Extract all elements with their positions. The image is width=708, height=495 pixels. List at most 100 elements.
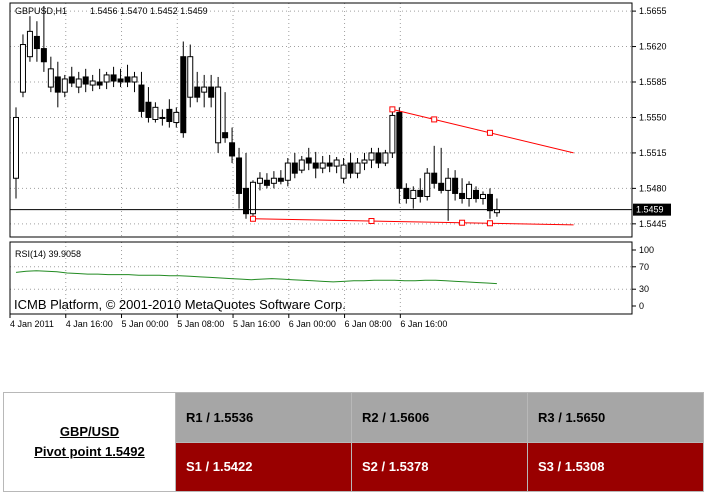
candle-body bbox=[61, 78, 68, 93]
candle-body bbox=[96, 81, 103, 86]
trendline-marker bbox=[249, 215, 256, 222]
candle-body bbox=[152, 106, 159, 120]
time-tick-label: 5 Jan 08:00 bbox=[177, 319, 224, 329]
price-axis: 1.5655 1.5620 1.5585 1.5550 1.5515 1.5480 1.54… bbox=[632, 6, 667, 229]
trendline-support bbox=[252, 218, 574, 226]
s1-cell: S1 / 1.5422 bbox=[175, 441, 352, 492]
candle-body bbox=[277, 177, 284, 182]
candlestick-chart: GBPUSD,H1 1.5456 1.5470 1.5452 1.5459 RS… bbox=[9, 2, 671, 329]
candle-body bbox=[19, 44, 26, 93]
candle-body bbox=[201, 86, 208, 93]
chart-title: GBPUSD,H1 bbox=[15, 6, 67, 16]
candle-body bbox=[445, 177, 452, 191]
candle-body bbox=[319, 162, 326, 169]
candle-body bbox=[479, 193, 486, 200]
price-panel-border bbox=[9, 2, 633, 238]
candle-body bbox=[284, 162, 291, 181]
support-row: S1 / 1.5422 S2 / 1.5378 S3 / 1.5308 bbox=[4, 441, 704, 492]
candle-body bbox=[382, 152, 389, 164]
price-tick-label: 1.5655 bbox=[639, 6, 667, 16]
candle-body bbox=[361, 159, 368, 164]
candle-body bbox=[263, 179, 270, 186]
candle-body bbox=[396, 111, 403, 189]
candle-body bbox=[194, 86, 201, 98]
trendline-resistance bbox=[392, 108, 574, 154]
candle-body bbox=[131, 76, 138, 83]
price-tick-label: 1.5585 bbox=[639, 77, 667, 87]
candle-body bbox=[305, 157, 312, 164]
time-axis: 4 Jan 2011 4 Jan 16:00 5 Jan 00:00 5 Jan 08… bbox=[9, 314, 447, 329]
candle-body bbox=[13, 116, 19, 179]
candle-body bbox=[166, 108, 173, 123]
rsi-tick-label: 0 bbox=[639, 301, 644, 311]
current-price-tag-bg bbox=[633, 203, 671, 216]
candle-body bbox=[173, 111, 180, 124]
candle-body bbox=[389, 114, 396, 154]
watermark: ICMB Platform, © 2001-2010 MetaQuotes So… bbox=[14, 297, 346, 312]
candle-body bbox=[68, 76, 75, 84]
trendline-marker bbox=[389, 106, 396, 113]
trendline-marker bbox=[368, 218, 375, 225]
candle-body bbox=[145, 101, 152, 118]
candle-body bbox=[47, 68, 54, 88]
time-tick-label: 5 Jan 00:00 bbox=[122, 319, 169, 329]
candle-body bbox=[312, 162, 319, 169]
candle-body bbox=[354, 162, 361, 174]
candle-body bbox=[75, 78, 82, 88]
price-tick-label: 1.5445 bbox=[639, 219, 667, 229]
candle-body bbox=[26, 30, 33, 58]
candle-body bbox=[103, 74, 110, 83]
rsi-label: RSI(14) 39.9058 bbox=[15, 249, 81, 259]
candle-body bbox=[368, 152, 375, 161]
r1-cell: R1 / 1.5536 bbox=[175, 392, 352, 443]
time-tick-label: 6 Jan 16:00 bbox=[400, 319, 447, 329]
candle-body bbox=[40, 48, 47, 63]
candle-body bbox=[270, 177, 277, 184]
r2-cell: R2 / 1.5606 bbox=[351, 392, 528, 443]
candle-body bbox=[138, 84, 145, 112]
pivot-table: GBP/USD Pivot point 1.5492 R1 / 1.5536 R… bbox=[3, 392, 704, 492]
candle-body bbox=[333, 159, 340, 167]
candle-body bbox=[236, 157, 243, 194]
candle-body bbox=[180, 56, 187, 134]
candle-body bbox=[117, 78, 124, 83]
pivot-point: Pivot point 1.5492 bbox=[34, 444, 145, 459]
rsi-line bbox=[15, 270, 497, 285]
candle-body bbox=[326, 162, 333, 167]
price-tick-label: 1.5550 bbox=[639, 112, 667, 122]
pair-cell: GBP/USD Pivot point 1.5492 bbox=[3, 392, 176, 492]
time-tick-label: 4 Jan 2011 bbox=[10, 319, 54, 329]
time-tick-label: 6 Jan 08:00 bbox=[345, 319, 392, 329]
time-tick-label: 5 Jan 16:00 bbox=[233, 319, 280, 329]
candle-body bbox=[187, 56, 194, 98]
candle-body bbox=[229, 142, 236, 157]
candle-body bbox=[431, 172, 438, 184]
candle-body bbox=[473, 189, 480, 200]
candle-body bbox=[124, 76, 131, 83]
candle-body bbox=[403, 187, 410, 200]
candle-body bbox=[340, 164, 347, 179]
trendline-marker bbox=[459, 219, 466, 226]
candle-body bbox=[208, 86, 215, 98]
s3-cell: S3 / 1.5308 bbox=[527, 441, 704, 492]
trendline-marker bbox=[431, 116, 438, 123]
price-tick-label: 1.5515 bbox=[639, 148, 667, 158]
trendline-marker bbox=[486, 129, 493, 136]
candle-body bbox=[452, 177, 459, 194]
resistance-row: GBP/USD Pivot point 1.5492 R1 / 1.5536 R… bbox=[3, 392, 704, 492]
pair-name: GBP/USD bbox=[59, 424, 120, 439]
candle-body bbox=[215, 86, 222, 144]
candle-body bbox=[249, 181, 256, 215]
candle-body bbox=[375, 152, 382, 164]
candle-body bbox=[159, 116, 166, 119]
candle-body bbox=[89, 80, 96, 86]
candle-body bbox=[110, 74, 117, 82]
candle-body bbox=[459, 192, 466, 200]
candle-body bbox=[438, 182, 445, 191]
candle-body bbox=[256, 177, 263, 184]
price-tick-label: 1.5620 bbox=[639, 42, 667, 52]
price-plot-area bbox=[10, 6, 632, 227]
rsi-tick-label: 30 bbox=[639, 284, 649, 294]
rsi-panel bbox=[10, 266, 632, 290]
rsi-panel-border bbox=[9, 241, 633, 315]
